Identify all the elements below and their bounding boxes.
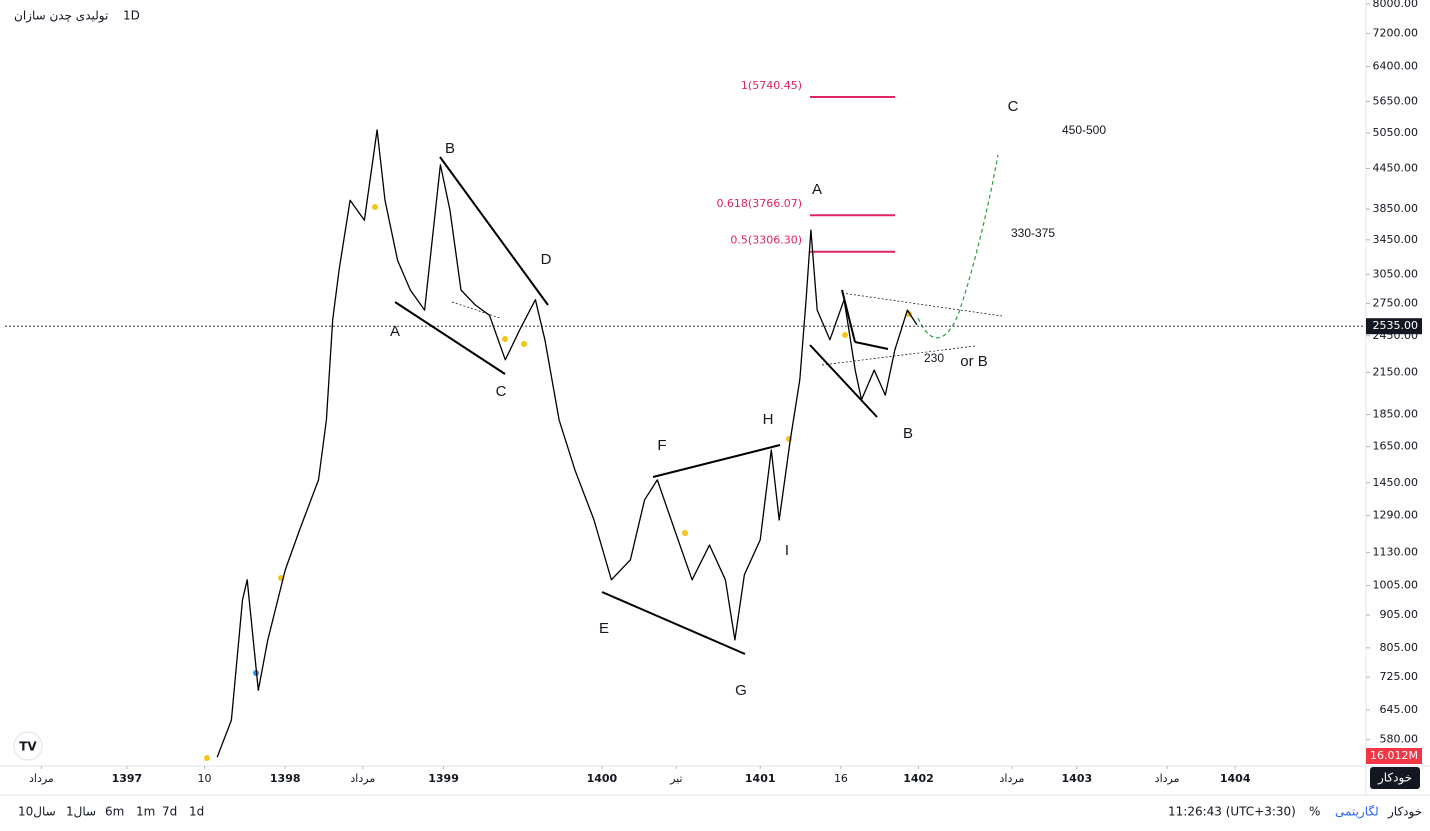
y-tick-label: 1450.00 [1373, 476, 1419, 489]
x-tick-label: 16 [834, 772, 848, 785]
drawings [394, 156, 889, 655]
fib-label: 0.618(3766.07) [716, 197, 802, 210]
y-tick-label: 905.00 [1380, 608, 1419, 621]
x-tick-label: مرداد [1000, 772, 1025, 785]
x-tick-label: 1400 [587, 772, 618, 785]
range-button[interactable]: 1m [136, 805, 155, 819]
price-line [216, 129, 918, 758]
range-button[interactable]: 1d [189, 805, 204, 819]
range-button[interactable]: 7d [162, 805, 177, 819]
range-button[interactable]: 1سال [66, 805, 96, 819]
wave-label: F [657, 437, 666, 454]
y-tick-label: 1290.00 [1373, 509, 1419, 522]
forecast-path [917, 154, 999, 339]
axis-auto-badge[interactable] [1370, 767, 1420, 789]
x-tick-label: 1399 [428, 772, 459, 785]
wave-label: B [445, 140, 455, 157]
percent-toggle[interactable]: % [1309, 805, 1320, 819]
wave-label: C [496, 383, 507, 400]
y-tick-label: 805.00 [1380, 641, 1419, 654]
y-tick-label: 1005.00 [1373, 579, 1419, 592]
y-tick-label: 4450.00 [1373, 161, 1419, 174]
wave-label: A [390, 323, 400, 340]
range-button[interactable]: 10سال [18, 805, 56, 819]
x-tick-label: 1397 [112, 772, 143, 785]
y-tick-label: 6400.00 [1373, 60, 1419, 73]
wave-label: H [763, 411, 774, 428]
target-label: 330-375 [1011, 226, 1055, 240]
last-price-badge [1366, 318, 1422, 335]
x-tick-label: تیر [669, 772, 682, 785]
wave-label: E [599, 620, 609, 637]
y-tick-label: 2750.00 [1373, 296, 1419, 309]
wave-label: B [903, 425, 913, 442]
target-label: 230 [924, 351, 944, 365]
y-tick-label: 2150.00 [1373, 365, 1419, 378]
logo-mark: TV [19, 740, 37, 754]
y-tick-label: 5650.00 [1373, 95, 1419, 108]
y-tick-label: 580.00 [1380, 733, 1419, 746]
last-price-label: 2535.00 [1373, 319, 1419, 332]
x-tick-label: 1398 [270, 772, 301, 785]
x-tick-label: 1402 [903, 772, 934, 785]
y-tick-label: 1850.00 [1373, 408, 1419, 421]
x-tick-label: 1401 [745, 772, 776, 785]
signal-dots [204, 204, 912, 761]
wave-label: A [812, 181, 822, 198]
volume-label: 16.012M [1370, 749, 1418, 762]
volume-badge [1366, 748, 1422, 764]
y-tick-label: 1130.00 [1373, 546, 1419, 559]
fib-label: 1(5740.45) [741, 79, 802, 92]
x-tick-label: 1403 [1062, 772, 1093, 785]
x-tick-label: 1404 [1220, 772, 1251, 785]
y-tick-label: 8000.00 [1373, 0, 1419, 10]
interval[interactable]: 1D [123, 9, 140, 23]
y-tick-label: 1650.00 [1373, 440, 1419, 453]
auto-toggle[interactable]: خودکار [1387, 805, 1422, 820]
wave-label: I [785, 542, 789, 559]
y-tick-label: 7200.00 [1373, 27, 1419, 40]
x-tick-label: مرداد [1155, 772, 1180, 785]
dotted-drawings [451, 292, 1003, 366]
x-tick-label: مرداد [350, 772, 375, 785]
y-tick-label: 725.00 [1380, 670, 1419, 683]
wave-label: G [735, 682, 747, 699]
y-tick-label: 5050.00 [1373, 126, 1419, 139]
y-tick-label: 645.00 [1380, 703, 1419, 716]
clock: 11:26:43 (UTC+3:30) [1168, 805, 1296, 819]
x-tick-label: مرداد [29, 772, 54, 785]
wave-label: D [541, 251, 552, 268]
x-tick-label: 10 [197, 772, 211, 785]
y-tick-label: 3850.00 [1373, 202, 1419, 215]
y-tick-label: 3450.00 [1373, 233, 1419, 246]
symbol-title[interactable]: تولیدی چدن سازان [14, 9, 108, 24]
y-tick-label: 3050.00 [1373, 267, 1419, 280]
target-label: or B [960, 353, 988, 370]
range-button[interactable]: 6m [105, 805, 124, 819]
log-toggle[interactable]: لگاریتمی [1335, 805, 1379, 820]
logo[interactable] [13, 731, 43, 761]
axis-auto[interactable]: خودکار [1377, 771, 1412, 786]
target-label: 450-500 [1062, 123, 1106, 137]
wave-label: C [1008, 98, 1019, 115]
fib-label: 0.5(3306.30) [730, 234, 802, 247]
